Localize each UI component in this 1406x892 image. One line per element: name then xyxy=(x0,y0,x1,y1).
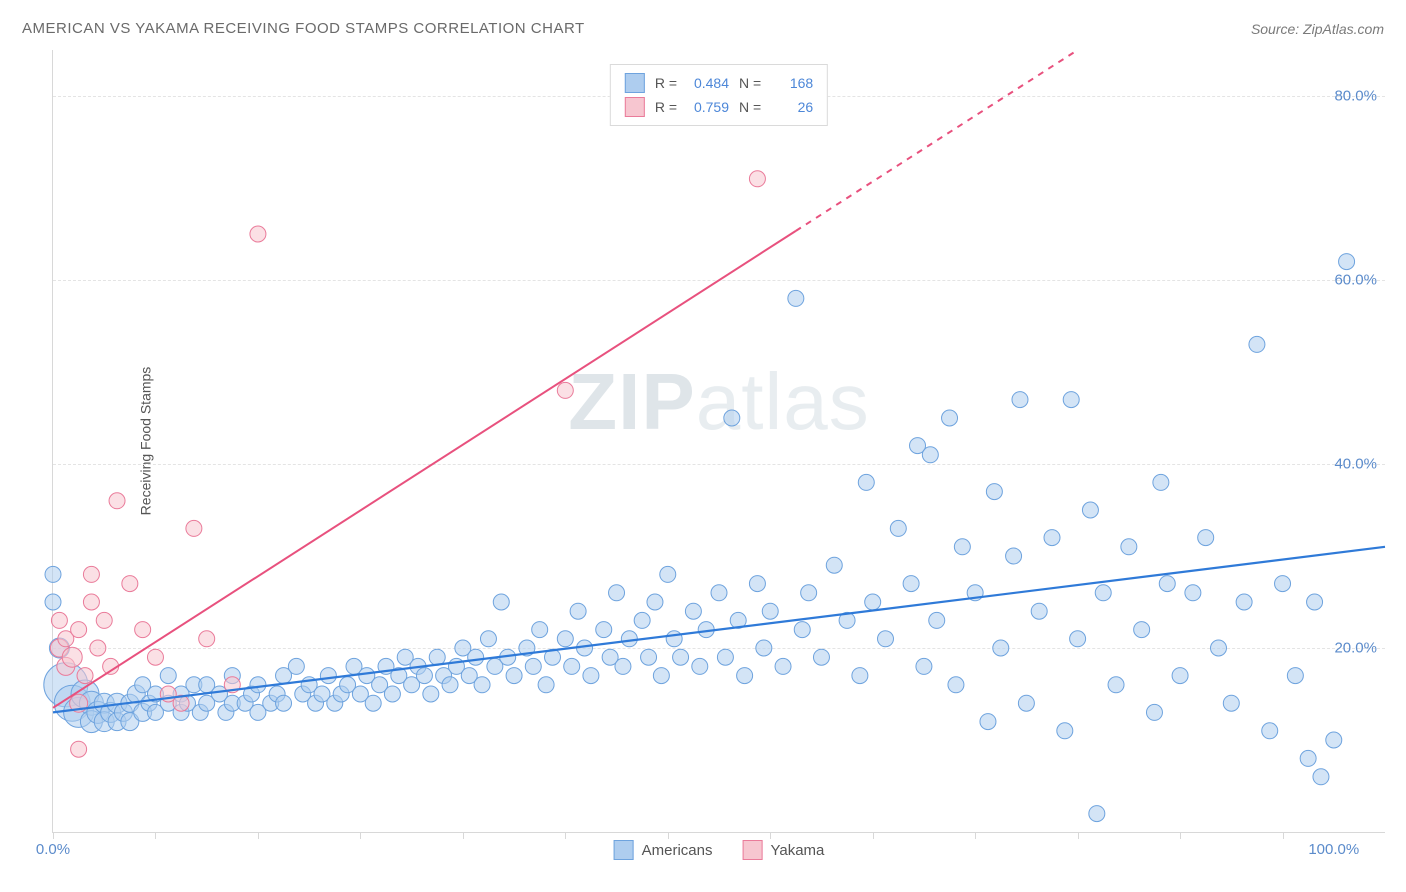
correlation-legend: R = 0.484 N = 168 R = 0.759 N = 26 xyxy=(610,64,828,126)
legend-value: 26 xyxy=(771,99,813,115)
chart-title: AMERICAN VS YAKAMA RECEIVING FOOD STAMPS… xyxy=(22,20,585,37)
legend-value: 168 xyxy=(771,75,813,91)
x-tick xyxy=(1283,832,1284,839)
x-tick xyxy=(873,832,874,839)
trend-line xyxy=(53,547,1385,713)
legend-key: N = xyxy=(739,99,761,115)
legend-row: R = 0.759 N = 26 xyxy=(625,95,813,119)
legend-swatch xyxy=(625,97,645,117)
x-tick xyxy=(1078,832,1079,839)
trend-lines-layer xyxy=(53,50,1385,832)
legend-key: R = xyxy=(655,99,677,115)
x-tick xyxy=(360,832,361,839)
x-tick xyxy=(975,832,976,839)
legend-row: R = 0.484 N = 168 xyxy=(625,71,813,95)
legend-item: Yakama xyxy=(742,840,824,860)
source-prefix: Source: xyxy=(1251,21,1303,37)
x-tick-label: 0.0% xyxy=(36,841,70,858)
source-attribution: Source: ZipAtlas.com xyxy=(1251,21,1384,37)
trend-line xyxy=(53,231,796,708)
header: AMERICAN VS YAKAMA RECEIVING FOOD STAMPS… xyxy=(22,20,1384,37)
legend-swatch xyxy=(742,840,762,860)
trend-line-dashed xyxy=(796,50,1078,231)
scatter-plot: Receiving Food Stamps ZIPatlas R =0.484N… xyxy=(52,50,1385,833)
legend-label: Yakama xyxy=(770,842,824,859)
legend-swatch xyxy=(614,840,634,860)
x-tick xyxy=(1180,832,1181,839)
source-name: ZipAtlas.com xyxy=(1303,21,1384,37)
legend-item: Americans xyxy=(614,840,713,860)
x-tick xyxy=(53,832,54,839)
x-tick-label: 100.0% xyxy=(1308,841,1359,858)
x-tick xyxy=(258,832,259,839)
legend-key: R = xyxy=(655,75,677,91)
x-tick xyxy=(155,832,156,839)
legend-value: 0.759 xyxy=(687,99,729,115)
x-tick xyxy=(463,832,464,839)
x-tick xyxy=(668,832,669,839)
legend-key: N = xyxy=(739,75,761,91)
legend-label: Americans xyxy=(642,842,713,859)
x-tick xyxy=(770,832,771,839)
series-legend: Americans Yakama xyxy=(614,840,825,860)
x-tick xyxy=(565,832,566,839)
legend-value: 0.484 xyxy=(687,75,729,91)
legend-swatch xyxy=(625,73,645,93)
